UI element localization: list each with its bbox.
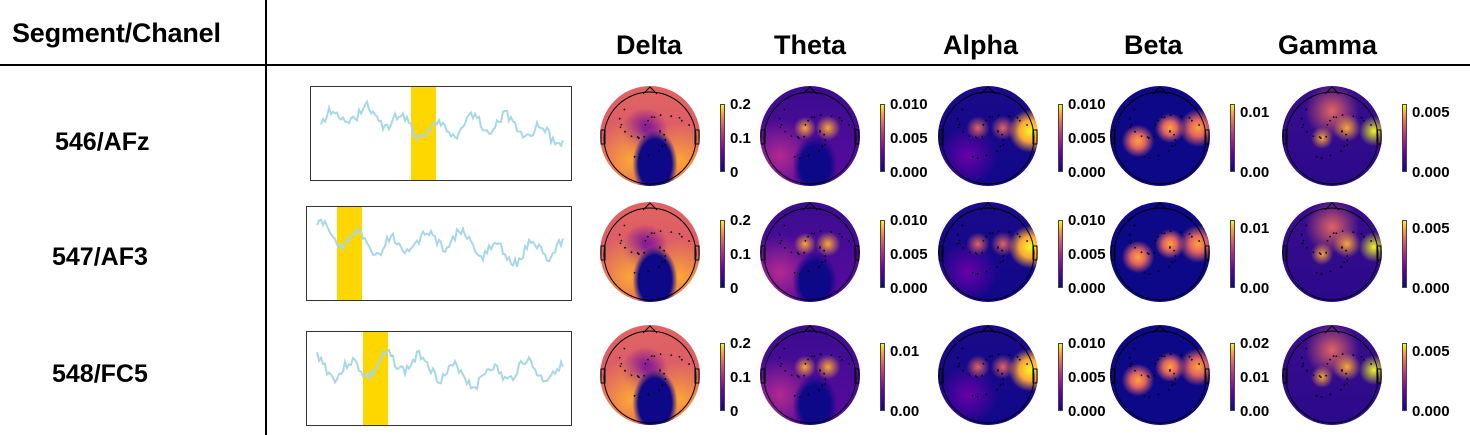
colorbar <box>720 343 725 411</box>
column-divider <box>265 0 267 435</box>
colorbar-tick-label: 0 <box>730 403 739 420</box>
colorbar-tick-label: 0.00 <box>1240 280 1270 297</box>
colorbar <box>1402 343 1407 411</box>
colorbar-tick-label: 0.000 <box>890 280 928 297</box>
colorbar-tick-label: 0.000 <box>1412 403 1450 420</box>
colorbar-tick-label: 0.00 <box>890 403 920 420</box>
colorbar-tick-label: 0.2 <box>730 96 751 113</box>
colorbar-tick-label: 0.000 <box>1068 164 1106 181</box>
colorbar-tick-label: 0.010 <box>890 96 928 113</box>
colorbar-tick-label: 0.000 <box>890 164 928 181</box>
highlight-window <box>363 332 388 425</box>
eeg-trace <box>316 218 564 268</box>
eeg-signal-panel <box>310 86 572 181</box>
eeg-trace <box>320 99 564 148</box>
colorbar-tick-label: 0.01 <box>1240 220 1270 237</box>
band-header-gamma: Gamma <box>1278 30 1378 60</box>
colorbar-tick-label: 0.02 <box>1240 335 1270 352</box>
colorbar-tick-label: 0.00 <box>1240 164 1270 181</box>
band-header-theta: Theta <box>774 30 847 60</box>
topomap-gamma <box>1282 325 1382 425</box>
colorbar <box>880 104 885 172</box>
row-label-547: 547/AF3 <box>52 243 148 271</box>
colorbar-tick-label: 0 <box>730 280 739 297</box>
topomap-theta <box>760 202 860 302</box>
colorbar-tick-label: 0.005 <box>890 130 928 147</box>
colorbar-tick-label: 0.2 <box>730 212 751 229</box>
header-divider <box>0 64 1470 66</box>
topomap-delta <box>600 325 700 425</box>
colorbar-tick-label: 0.005 <box>1412 104 1450 121</box>
colorbar <box>1230 104 1235 172</box>
topomap-alpha <box>938 202 1038 302</box>
topomap-beta <box>1110 325 1210 425</box>
topomap-alpha <box>938 86 1038 186</box>
colorbar-tick-label: 0.1 <box>730 130 751 147</box>
topomap-beta <box>1110 86 1210 186</box>
colorbar-tick-label: 0.005 <box>1412 343 1450 360</box>
colorbar <box>1058 343 1063 411</box>
colorbar <box>1402 104 1407 172</box>
colorbar-tick-label: 0.005 <box>1068 130 1106 147</box>
colorbar <box>880 343 885 411</box>
colorbar-tick-label: 0.005 <box>890 246 928 263</box>
colorbar-tick-label: 0.2 <box>730 335 751 352</box>
topomap-theta <box>760 86 860 186</box>
topomap-gamma <box>1282 86 1382 186</box>
colorbar <box>1058 220 1063 288</box>
topomap-beta <box>1110 202 1210 302</box>
colorbar-tick-label: 0.005 <box>1412 220 1450 237</box>
colorbar-tick-label: 0.010 <box>1068 212 1106 229</box>
topomap-delta <box>600 86 700 186</box>
colorbar-tick-label: 0.005 <box>1068 246 1106 263</box>
colorbar-tick-label: 0.000 <box>1412 164 1450 181</box>
eeg-signal-panel <box>306 331 572 426</box>
topomap-delta <box>600 202 700 302</box>
colorbar-tick-label: 0.01 <box>890 343 920 360</box>
colorbar-tick-label: 0.000 <box>1068 403 1106 420</box>
colorbar <box>1230 220 1235 288</box>
band-header-beta: Beta <box>1124 30 1183 60</box>
colorbar-tick-label: 0.01 <box>1240 369 1270 386</box>
colorbar <box>1230 343 1235 411</box>
highlight-window <box>337 207 362 300</box>
eeg-trace <box>316 348 564 391</box>
colorbar-tick-label: 0.010 <box>1068 96 1106 113</box>
topomap-theta <box>760 325 860 425</box>
colorbar-tick-label: 0.005 <box>1068 369 1106 386</box>
colorbar <box>720 220 725 288</box>
colorbar-tick-label: 0.1 <box>730 369 751 386</box>
colorbar-tick-label: 0.000 <box>1412 280 1450 297</box>
eeg-signal-panel <box>306 206 572 301</box>
colorbar-tick-label: 0.1 <box>730 246 751 263</box>
colorbar-tick-label: 0.000 <box>1068 280 1106 297</box>
row-label-546: 546/AFz <box>55 128 150 156</box>
topomap-alpha <box>938 325 1038 425</box>
colorbar-tick-label: 0.010 <box>1068 335 1106 352</box>
band-header-alpha: Alpha <box>943 30 1019 60</box>
row-label-548: 548/FC5 <box>52 360 148 388</box>
topomap-gamma <box>1282 202 1382 302</box>
colorbar <box>1402 220 1407 288</box>
colorbar-tick-label: 0.01 <box>1240 104 1270 121</box>
colorbar <box>880 220 885 288</box>
colorbar-tick-label: 0.00 <box>1240 403 1270 420</box>
colorbar <box>1058 104 1063 172</box>
highlight-window <box>411 87 436 180</box>
colorbar <box>720 104 725 172</box>
colorbar-tick-label: 0 <box>730 164 739 181</box>
segment-channel-header: Segment/Chanel <box>12 18 221 48</box>
colorbar-tick-label: 0.010 <box>890 212 928 229</box>
band-header-delta: Delta <box>616 30 683 60</box>
